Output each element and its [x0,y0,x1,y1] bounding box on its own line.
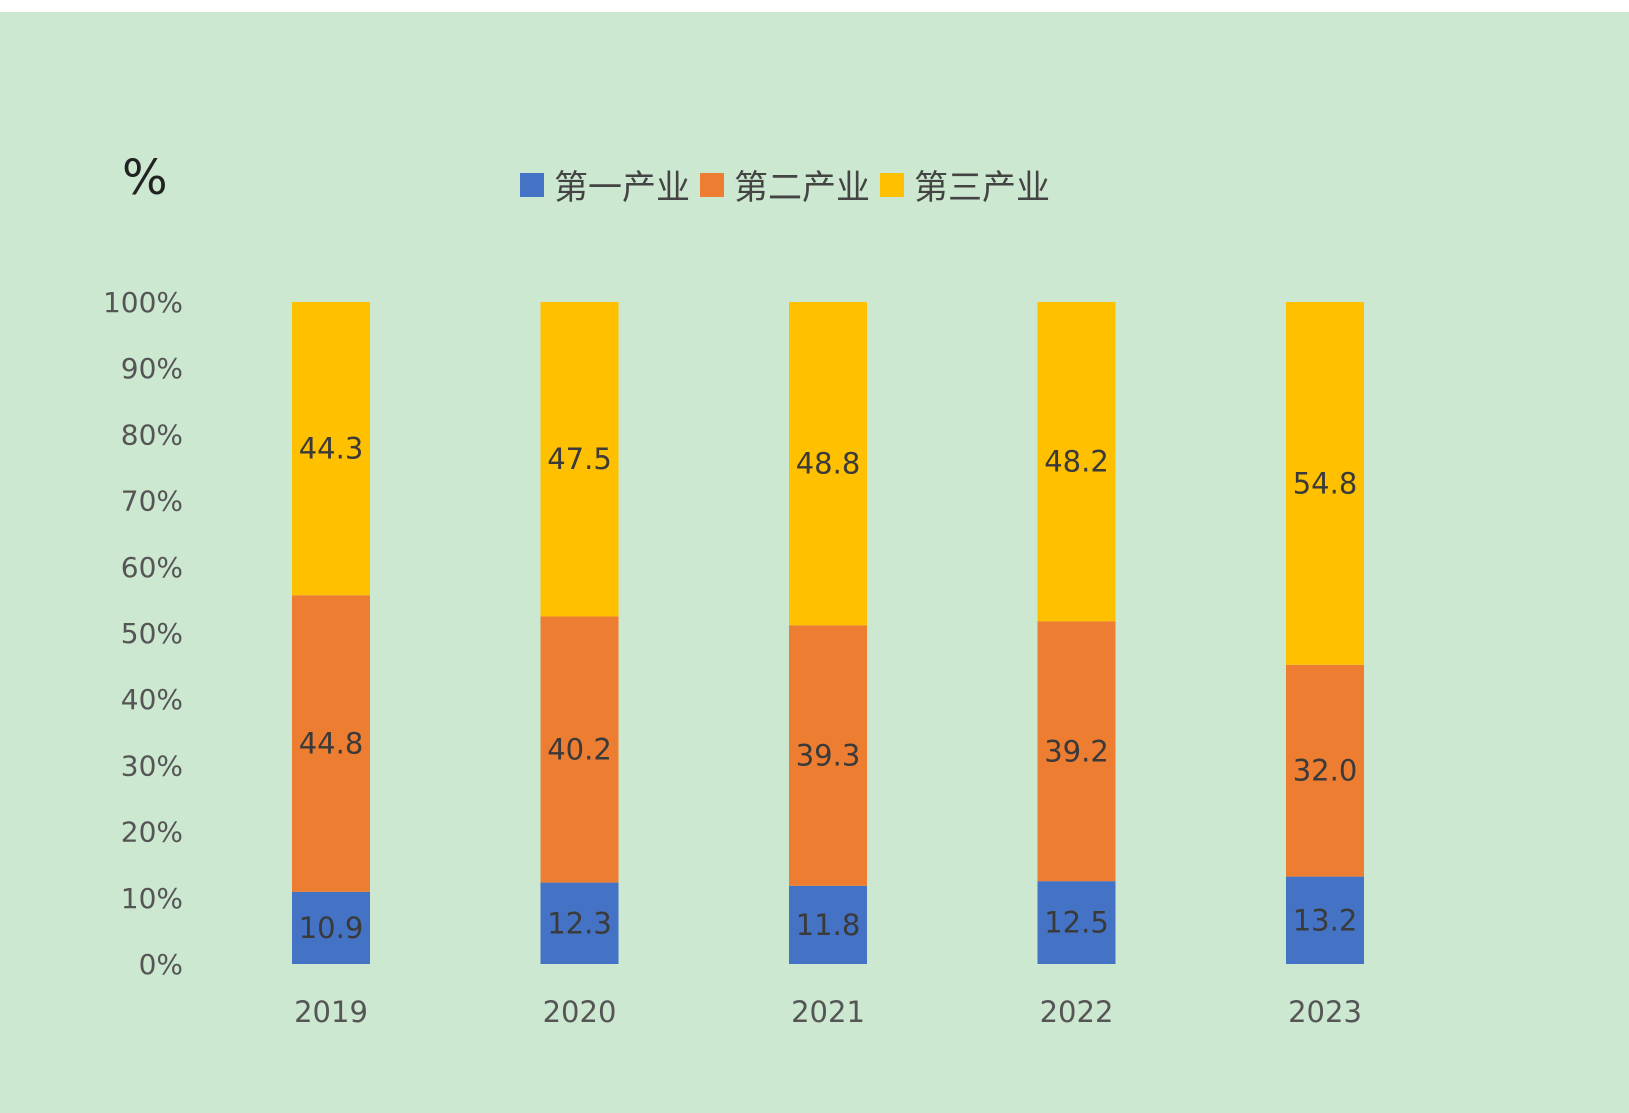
data-label-primary: 12.5 [1044,906,1109,940]
bar-segment-secondary [540,616,619,883]
y-tick-label: 30% [121,749,183,782]
bar-segment-secondary [789,625,867,886]
bar-segment-primary [789,885,867,964]
data-label-secondary: 32.0 [1293,754,1358,788]
bar-segment-tertiary [789,302,867,626]
y-axis-unit-label: % [122,150,168,206]
bar-segment-secondary [292,595,370,892]
x-category-label: 2019 [294,995,368,1029]
bar-segment-tertiary [292,302,370,596]
data-label-primary: 10.9 [299,911,364,945]
x-category-label: 2021 [791,995,865,1029]
y-tick-label: 70% [121,485,183,518]
bar-segment-secondary [1286,664,1364,877]
x-category-label: 2020 [543,995,617,1029]
y-tick-label: 80% [121,418,183,451]
y-tick-label: 90% [121,352,183,385]
legend-swatch-secondary [700,172,724,197]
bar-segment-primary [1286,876,1364,964]
y-tick-label: 40% [121,683,183,716]
bar-segment-tertiary [1037,302,1116,622]
data-label-primary: 13.2 [1293,903,1358,937]
y-tick-label: 60% [121,551,183,584]
legend-item-primary: 第一产业 [520,160,690,209]
y-tick-label: 100% [103,286,183,319]
y-tick-label: 20% [121,816,183,849]
bar-segment-secondary [1037,621,1116,882]
bar-segment-primary [540,882,619,964]
data-label-tertiary: 47.5 [547,442,612,476]
data-label-secondary: 40.2 [547,733,612,767]
y-tick-label: 0% [139,948,183,981]
data-label-primary: 12.3 [547,906,612,940]
data-label-secondary: 39.2 [1044,734,1109,768]
data-label-tertiary: 48.8 [796,447,861,481]
bar-segment-tertiary [1286,302,1364,665]
legend-item-tertiary: 第三产业 [880,160,1050,209]
bar-segment-primary [292,891,370,964]
legend-item-secondary: 第二产业 [700,160,870,209]
data-label-secondary: 39.3 [796,739,861,773]
data-label-primary: 11.8 [796,908,861,942]
data-label-tertiary: 54.8 [1293,466,1358,500]
bar-segment-primary [1037,881,1116,964]
data-label-secondary: 44.8 [299,727,364,761]
chart-legend: 第一产业 第二产业 第三产业 [520,160,1060,209]
x-category-label: 2022 [1040,995,1114,1029]
x-category-label: 2023 [1288,995,1362,1029]
y-tick-label: 10% [121,882,183,915]
legend-label-secondary: 第二产业 [734,168,870,208]
legend-swatch-tertiary [880,172,904,197]
legend-label-primary: 第一产业 [554,168,690,208]
bar-segment-tertiary [540,302,619,617]
data-label-tertiary: 48.2 [1044,445,1109,479]
legend-swatch-primary [520,172,544,197]
legend-label-tertiary: 第三产业 [914,168,1050,208]
y-tick-label: 50% [121,617,183,650]
data-label-tertiary: 44.3 [299,432,364,466]
